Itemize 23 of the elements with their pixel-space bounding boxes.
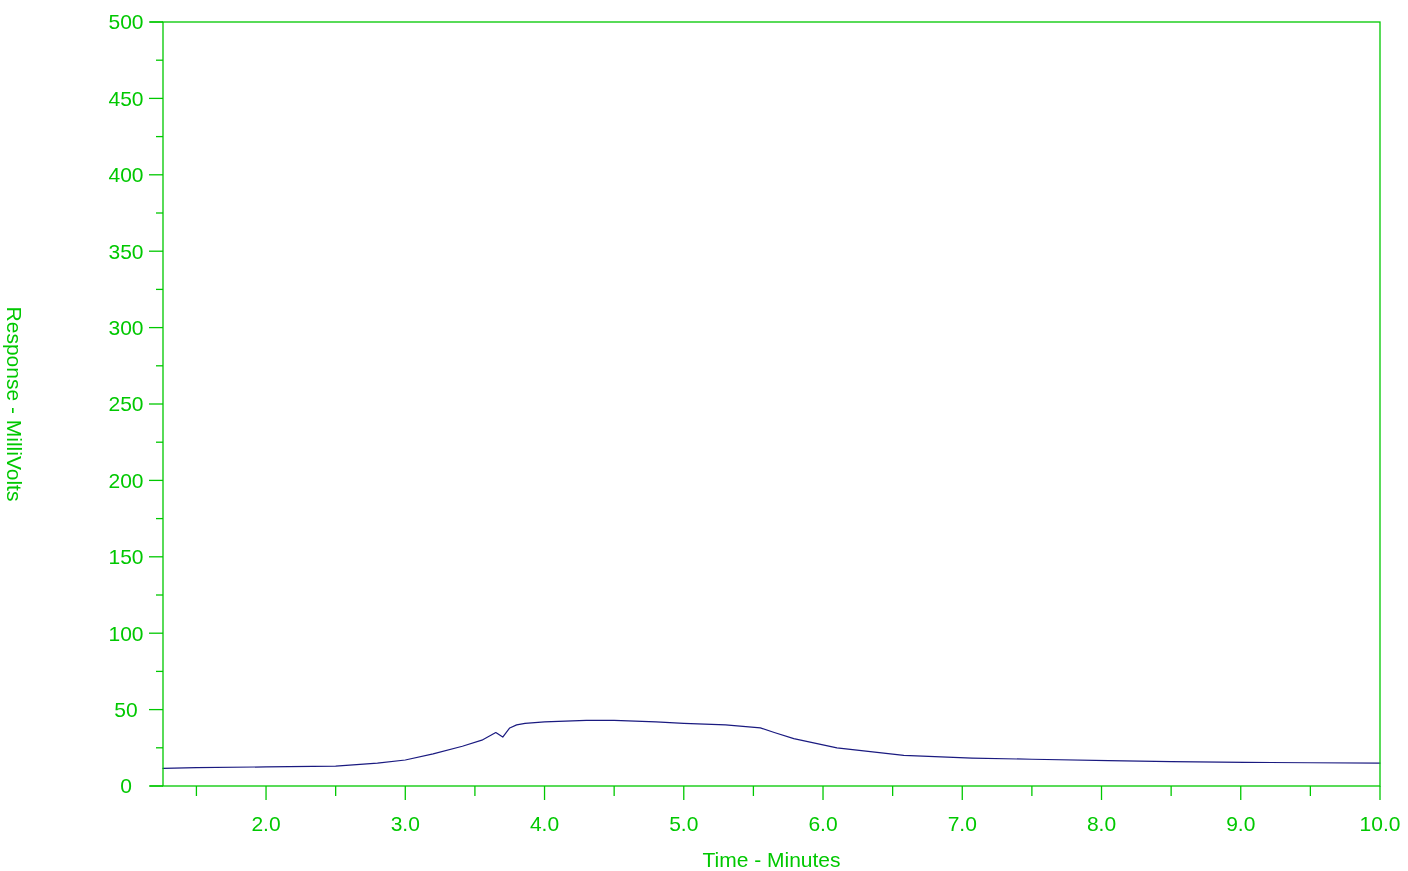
y-tick-label: 250 — [108, 392, 144, 416]
y-tick-label: 350 — [108, 239, 144, 263]
y-tick-label: 300 — [108, 315, 144, 339]
y-axis-title: Response - MilliVolts — [2, 306, 26, 502]
x-tick-label: 6.0 — [808, 812, 838, 835]
x-tick-label: 7.0 — [947, 812, 977, 835]
x-tick-label: 10.0 — [1359, 812, 1401, 835]
y-tick-label: 0 — [120, 774, 132, 798]
y-tick-label: 100 — [108, 621, 144, 645]
y-tick-label: 50 — [114, 697, 138, 721]
y-tick-label: 450 — [108, 86, 144, 110]
x-tick-label: 2.0 — [251, 812, 281, 835]
x-tick-label: 9.0 — [1226, 812, 1256, 835]
x-tick-label: 5.0 — [669, 812, 699, 835]
x-tick-label: 8.0 — [1086, 812, 1117, 835]
line-series — [162, 719, 1381, 770]
y-tick-label: 150 — [108, 545, 144, 569]
y-tick-label: 500 — [108, 10, 144, 34]
y-tick-label: 400 — [108, 163, 144, 187]
x-axis-title: Time - Minutes — [702, 848, 841, 871]
x-tick-label: 3.0 — [390, 812, 420, 835]
x-tick-label: 4.0 — [529, 812, 560, 835]
y-tick-label: 200 — [108, 468, 144, 492]
